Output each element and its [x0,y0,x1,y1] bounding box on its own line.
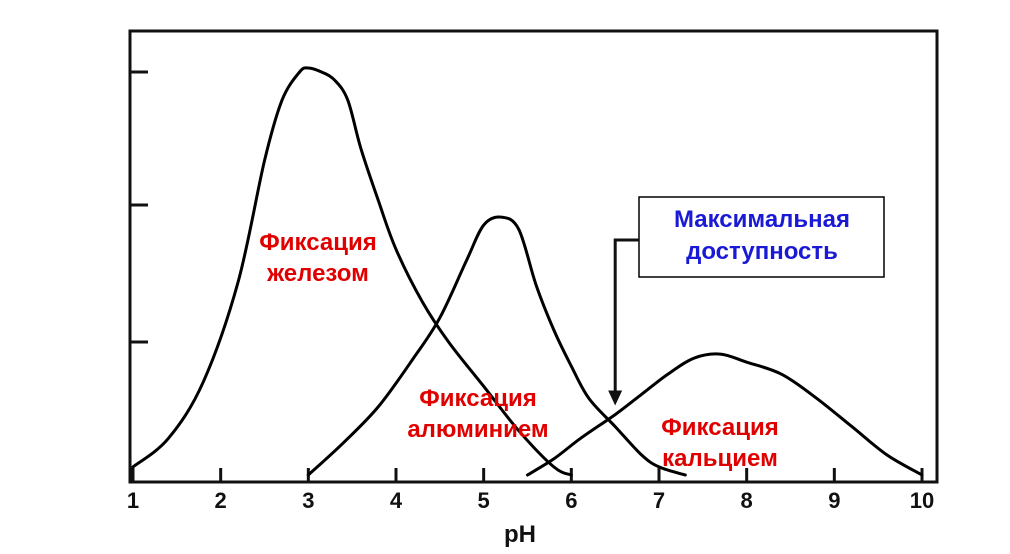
x-tick-label-1: 1 [127,488,139,513]
x-tick-label-7: 7 [653,488,665,513]
callout-arrow-head [608,390,623,406]
aluminum-fixation-label: Фиксация алюминием [407,385,548,443]
x-tick-label-9: 9 [828,488,840,513]
x-tick-label-6: 6 [565,488,577,513]
x-axis-ticks: 1 2 3 4 5 6 7 8 9 10 [127,468,934,513]
plot-frame [128,29,939,484]
x-tick-label-3: 3 [302,488,314,513]
calcium-fixation-label: Фиксация кальцием [661,414,778,472]
aluminum-fixation-curve [306,215,687,477]
callout-text: Максимальная доступность [674,206,850,265]
callout-arrow-line [613,238,639,393]
y-axis-ticks [130,70,148,344]
x-tick-label-4: 4 [390,488,403,513]
x-tick-label-2: 2 [215,488,227,513]
curve-labels: Фиксация железом Фиксация алюминием Фиксация… [259,229,778,472]
callout-box [638,196,885,278]
x-tick-label-5: 5 [478,488,490,513]
iron-fixation-curve [131,66,573,477]
max-availability-callout: Максимальная доступность [608,196,885,406]
x-tick-label-8: 8 [741,488,753,513]
calcium-fixation-curve [526,352,924,477]
iron-fixation-label: Фиксация железом [259,229,376,287]
x-axis-title: pH [504,521,536,548]
x-tick-label-10: 10 [910,488,934,513]
curves [131,66,924,477]
